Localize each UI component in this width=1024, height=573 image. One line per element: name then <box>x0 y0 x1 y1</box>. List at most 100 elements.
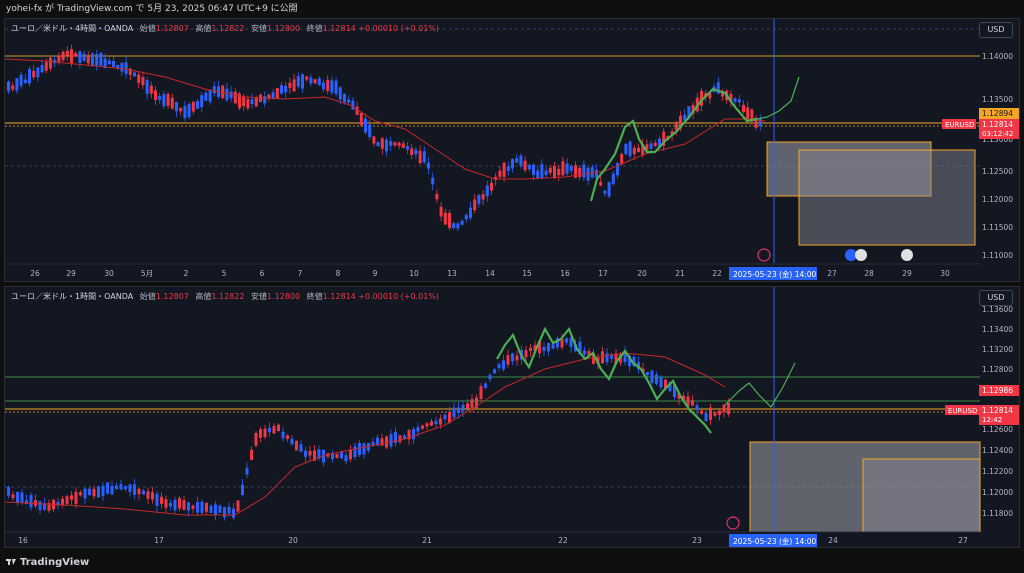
candle <box>655 374 658 384</box>
supply-zone-2[interactable] <box>798 149 976 246</box>
candle <box>36 67 40 78</box>
price-tag-last-1h-text: 1.12814 <box>982 406 1013 415</box>
candle <box>733 98 737 102</box>
currency-button[interactable]: USD <box>979 22 1013 38</box>
chart-panel-1h[interactable]: 1.13600 1.13400 1.13200 1.12800 1.12600 … <box>4 286 1020 548</box>
supply-zone-1[interactable] <box>766 141 932 197</box>
candle <box>263 428 267 437</box>
candle <box>146 491 150 499</box>
moving-average-1h <box>5 352 726 516</box>
candle <box>605 353 609 363</box>
candle <box>95 54 99 66</box>
candle <box>406 146 409 150</box>
candle <box>416 427 420 432</box>
candle <box>286 435 289 439</box>
candle <box>754 118 758 128</box>
candle <box>624 143 628 155</box>
candle <box>582 164 586 178</box>
candle <box>227 506 231 514</box>
candle <box>574 165 577 178</box>
chart-panel-4h[interactable]: 1.14000 1.13500 1.13000 1.12500 1.12000 … <box>4 18 1020 282</box>
xtick: 13 <box>447 269 457 278</box>
candle <box>28 69 31 84</box>
candle <box>254 97 258 107</box>
chart-canvas-1h[interactable]: 1.13600 1.13400 1.13200 1.12800 1.12600 … <box>5 287 1019 547</box>
event-icon[interactable] <box>757 248 771 262</box>
candle <box>599 182 603 186</box>
candle <box>704 413 708 422</box>
xtick: 29 <box>66 269 76 278</box>
candle <box>128 68 132 75</box>
candle <box>565 338 568 343</box>
candle <box>358 443 361 455</box>
candle <box>677 393 681 399</box>
candle <box>137 74 141 83</box>
candle <box>506 355 510 365</box>
xtick: 14 <box>485 269 495 278</box>
event-icon-1h[interactable] <box>726 516 740 530</box>
currency-button-1h[interactable]: USD <box>979 290 1013 306</box>
candle <box>653 142 657 146</box>
candle <box>578 341 582 355</box>
candle <box>204 92 208 101</box>
candle <box>469 207 472 218</box>
candle <box>431 177 435 185</box>
candle <box>296 76 300 87</box>
candle <box>650 370 654 383</box>
candle <box>750 109 754 122</box>
candle <box>538 341 541 354</box>
candle <box>115 485 118 490</box>
supply-zone-4[interactable] <box>862 458 981 533</box>
candle <box>536 170 540 179</box>
candle <box>20 492 24 503</box>
low-label: 安値 <box>251 24 268 33</box>
open-label: 始値 <box>139 292 156 301</box>
candle <box>497 364 501 369</box>
candle <box>359 112 363 126</box>
candle <box>729 93 733 103</box>
flag-icon-us[interactable] <box>855 249 867 261</box>
candle <box>548 167 552 173</box>
candle <box>443 414 447 420</box>
candle <box>700 410 703 414</box>
candle <box>11 494 15 499</box>
candle <box>15 78 19 91</box>
chart-canvas-4h[interactable]: 1.14000 1.13500 1.13000 1.12500 1.12000 … <box>5 19 1019 281</box>
candle <box>349 449 352 460</box>
candle <box>524 350 528 358</box>
candle <box>713 412 717 416</box>
candle <box>385 139 388 152</box>
candle <box>616 163 619 176</box>
candle <box>103 58 107 68</box>
candle <box>372 136 376 144</box>
xtick: 5 <box>222 269 227 278</box>
candle <box>331 453 334 460</box>
candle <box>628 355 631 367</box>
candle <box>560 338 564 348</box>
candle <box>628 141 632 157</box>
candle <box>727 402 730 415</box>
candle <box>695 405 699 411</box>
candle <box>162 94 166 107</box>
ytick: 1.13200 <box>982 345 1013 354</box>
candle <box>367 443 370 451</box>
candle <box>326 79 330 92</box>
candle <box>43 503 46 510</box>
flag-icon-us-2[interactable] <box>901 249 913 261</box>
candle <box>70 49 73 64</box>
legend-4h: ユーロ／米ドル・4時間・OANDA 始値1.12807 高値1.12822 安値… <box>11 23 439 34</box>
candle <box>61 498 64 506</box>
candle <box>29 494 33 508</box>
ytick: 1.12600 <box>982 425 1013 434</box>
flag-icon-eu[interactable] <box>845 249 857 261</box>
candle <box>223 507 226 518</box>
candle <box>556 338 559 348</box>
candle <box>439 418 442 425</box>
xtick: 21 <box>422 536 432 545</box>
candle <box>47 503 51 511</box>
close-label: 終値 <box>306 292 323 301</box>
projection-wave-4h <box>589 87 758 202</box>
candle <box>422 151 426 163</box>
candle <box>34 500 37 506</box>
candle <box>263 96 267 104</box>
